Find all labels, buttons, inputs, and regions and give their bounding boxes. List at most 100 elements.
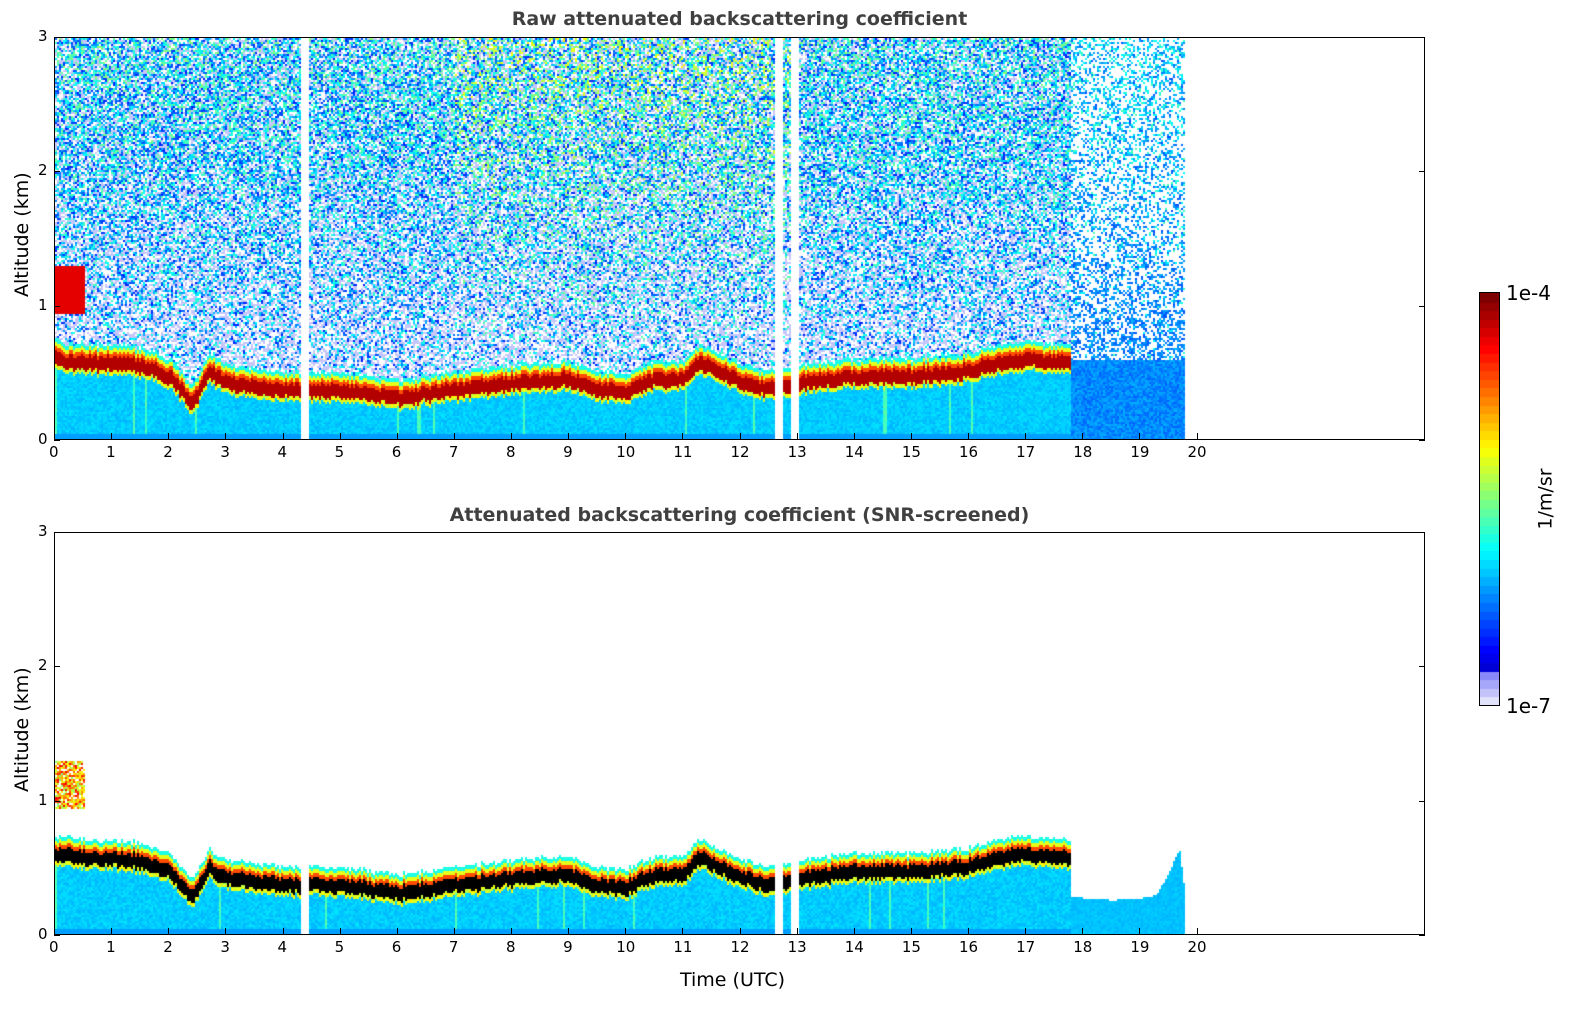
x-tick <box>796 928 798 934</box>
x-tick <box>568 433 570 439</box>
x-tick-label: 19 <box>1130 938 1150 956</box>
x-tick <box>168 928 170 934</box>
x-tick <box>54 928 55 934</box>
x-tick <box>625 433 627 439</box>
x-tick-label: 11 <box>673 938 693 956</box>
y-tick-label: 1 <box>38 295 48 314</box>
x-tick-label: 18 <box>1073 938 1093 956</box>
x-tick-label: 15 <box>901 938 921 956</box>
x-tick-label: 18 <box>1073 443 1093 461</box>
x-tick-label: 8 <box>506 938 516 956</box>
y-tick <box>54 37 60 38</box>
x-tick <box>910 928 912 934</box>
x-tick <box>282 928 284 934</box>
x-tick <box>853 433 855 439</box>
x-tick-label: 11 <box>673 443 693 461</box>
x-tick <box>453 928 455 934</box>
x-tick-label: 2 <box>163 938 173 956</box>
x-tick <box>511 433 512 439</box>
bottom-heatmap-axes <box>54 532 1425 935</box>
y-tick <box>1419 935 1425 936</box>
x-tick <box>910 433 912 439</box>
top-heatmap-axes <box>54 37 1425 440</box>
bottom-y-axis-label: Altitude (km) <box>11 667 33 792</box>
x-tick <box>225 433 227 439</box>
y-tick <box>54 800 60 802</box>
x-tick <box>1082 433 1084 439</box>
x-tick-label: 3 <box>220 443 230 461</box>
x-tick-label: 9 <box>563 938 573 956</box>
y-tick-label: 3 <box>38 27 48 45</box>
y-tick <box>1419 171 1425 173</box>
y-tick <box>1419 440 1425 441</box>
x-tick-label: 14 <box>844 443 864 461</box>
x-tick <box>111 433 113 439</box>
x-tick <box>168 433 170 439</box>
y-tick <box>54 440 60 441</box>
y-tick <box>1419 800 1425 802</box>
y-tick-label: 0 <box>38 925 48 943</box>
x-tick <box>1082 928 1084 934</box>
y-tick <box>54 666 60 668</box>
x-tick <box>54 433 55 439</box>
x-tick-label: 5 <box>334 443 345 461</box>
x-tick-label: 4 <box>277 938 288 956</box>
x-tick-label: 15 <box>901 443 921 461</box>
y-tick-label: 1 <box>38 790 48 809</box>
x-tick <box>1139 928 1141 934</box>
colorbar-gradient <box>1480 293 1499 705</box>
x-tick-label: 2 <box>163 443 173 461</box>
y-tick <box>54 935 60 936</box>
colorbar-min-label: 1e-7 <box>1506 694 1551 718</box>
x-tick-label: 5 <box>334 938 345 956</box>
snr-screened-heatmap <box>55 533 1424 934</box>
x-tick-label: 20 <box>1187 443 1207 461</box>
x-tick <box>968 928 969 934</box>
x-tick-label: 12 <box>730 938 750 956</box>
x-tick <box>568 928 570 934</box>
y-tick-label: 2 <box>38 161 48 180</box>
x-tick <box>739 433 741 439</box>
top-chart-title: Raw attenuated backscattering coefficien… <box>511 8 968 30</box>
x-axis-label: Time (UTC) <box>680 969 786 991</box>
bottom-chart-title: Attenuated backscattering coefficient (S… <box>449 504 1030 526</box>
x-tick <box>339 928 341 934</box>
y-tick <box>1419 37 1425 38</box>
x-tick-label: 0 <box>49 938 59 956</box>
x-tick-label: 16 <box>959 443 979 461</box>
colorbar <box>1479 292 1500 706</box>
x-tick-label: 16 <box>959 938 979 956</box>
colorbar-unit-label: 1/m/sr <box>1534 468 1557 530</box>
x-tick-label: 19 <box>1130 443 1150 461</box>
x-tick-label: 8 <box>506 443 516 461</box>
y-tick <box>1419 305 1425 307</box>
x-tick <box>853 928 855 934</box>
x-tick <box>396 433 398 439</box>
x-tick <box>111 928 113 934</box>
x-tick-label: 12 <box>730 443 750 461</box>
x-tick <box>339 433 341 439</box>
x-tick <box>453 433 455 439</box>
x-tick-label: 6 <box>391 443 402 461</box>
raw-backscatter-heatmap <box>55 38 1424 439</box>
x-tick <box>682 928 684 934</box>
y-tick <box>54 171 60 173</box>
y-tick <box>54 305 60 307</box>
x-tick <box>739 928 741 934</box>
x-tick-label: 1 <box>106 938 116 956</box>
x-tick-label: 7 <box>448 938 459 956</box>
x-tick <box>396 928 398 934</box>
x-tick <box>1196 928 1198 934</box>
x-tick-label: 17 <box>1016 938 1036 956</box>
x-tick <box>682 433 684 439</box>
y-tick <box>54 532 60 533</box>
x-tick <box>1139 433 1141 439</box>
x-tick-label: 10 <box>616 938 636 956</box>
x-tick-label: 20 <box>1187 938 1207 956</box>
y-tick <box>1419 532 1425 533</box>
x-tick-label: 13 <box>787 443 807 461</box>
x-tick <box>282 433 284 439</box>
x-tick-label: 17 <box>1016 443 1036 461</box>
x-tick-label: 1 <box>106 443 116 461</box>
x-tick <box>1025 928 1027 934</box>
